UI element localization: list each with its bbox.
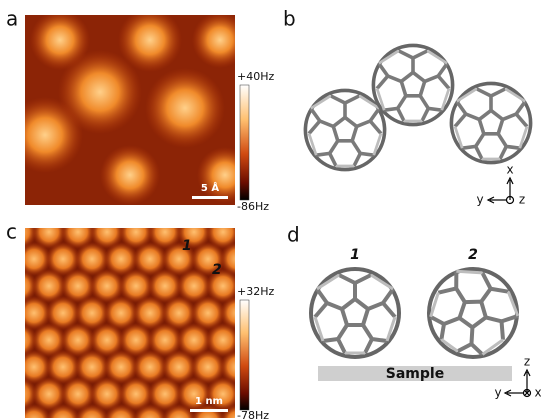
axis-label: y bbox=[494, 386, 501, 400]
axes-glyph bbox=[488, 178, 514, 204]
stm-feature bbox=[7, 97, 83, 173]
colorbar-min: -86Hz bbox=[237, 200, 269, 213]
molecule-label: 2 bbox=[468, 247, 478, 263]
stm-feature bbox=[118, 8, 182, 72]
figure: a +40Hz -86Hz 5 Å b x y z c 1 2 +32Hz -7… bbox=[0, 0, 541, 420]
molecule bbox=[373, 45, 452, 124]
scale-bar bbox=[192, 196, 228, 199]
stm-feature bbox=[100, 145, 160, 205]
panel-label: b bbox=[283, 7, 296, 31]
axis-label: z bbox=[524, 355, 530, 369]
colorbar-max: +40Hz bbox=[237, 70, 274, 83]
molecule bbox=[451, 83, 530, 162]
colorbar-max: +32Hz bbox=[237, 285, 274, 298]
stm-feature bbox=[192, 12, 248, 68]
scale-bar bbox=[190, 409, 228, 412]
panel-label: a bbox=[6, 7, 18, 31]
stm-feature bbox=[249, 296, 283, 330]
substrate-label: Sample bbox=[386, 366, 444, 382]
colorbar bbox=[240, 300, 249, 410]
molecule bbox=[305, 90, 384, 169]
axis-label: x bbox=[534, 386, 541, 400]
molecule bbox=[412, 252, 535, 375]
stm-feature bbox=[249, 350, 283, 384]
stm-feature bbox=[235, 215, 269, 249]
stm-feature bbox=[145, 68, 225, 148]
panel-label: c bbox=[6, 220, 17, 244]
molecule-label: 1 bbox=[182, 238, 192, 254]
axis-label: y bbox=[476, 193, 483, 207]
axis-label: x bbox=[506, 163, 513, 177]
stm-feature bbox=[30, 10, 90, 70]
panel-label: d bbox=[287, 223, 300, 247]
molecule-label: 2 bbox=[212, 262, 222, 278]
stm-feature bbox=[249, 242, 283, 276]
colorbar-min: -78Hz bbox=[237, 409, 269, 420]
scale-label: 1 nm bbox=[195, 396, 223, 407]
colorbar bbox=[240, 85, 249, 200]
stm-image bbox=[7, 8, 253, 205]
axis-label: z bbox=[519, 193, 525, 207]
molecule-label: 1 bbox=[350, 247, 360, 263]
molecule bbox=[311, 269, 399, 357]
scale-label: 5 Å bbox=[201, 181, 219, 194]
